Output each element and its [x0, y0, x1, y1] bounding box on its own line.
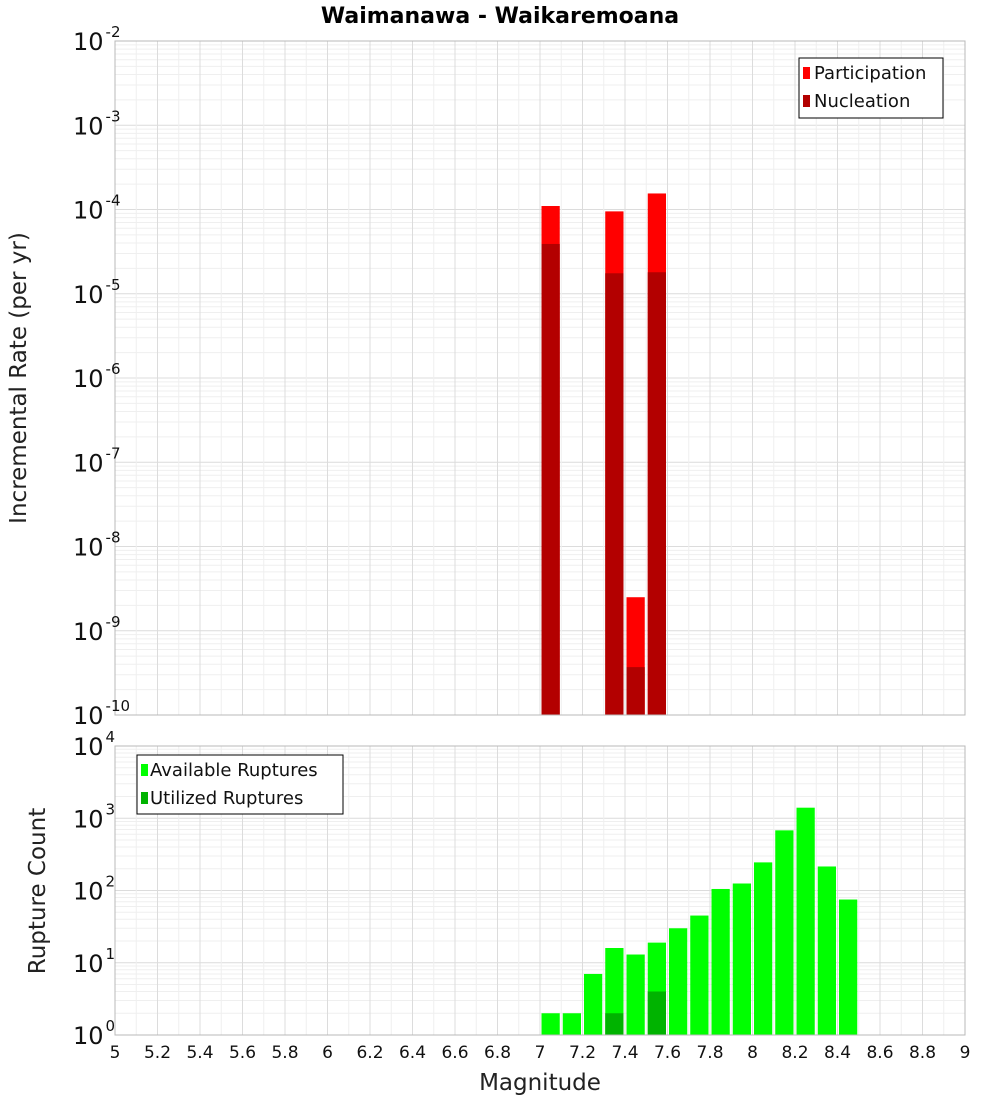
x-tick-label: 6.6 [441, 1043, 468, 1063]
x-tick-label: 5.8 [271, 1043, 298, 1063]
count-legend-box [136, 754, 344, 815]
utilized-ruptures-bar [605, 1013, 624, 1035]
x-tick-label: 5.6 [229, 1043, 256, 1063]
x-tick-label: 8.8 [909, 1043, 936, 1063]
count-legend: Available Ruptures Utilized Ruptures [136, 754, 344, 815]
rate-panel: 10-10 10-9 10-8 10-7 10-6 10-5 10-4 10-3 10-2 In… [6, 23, 966, 730]
x-tick-label: 7.6 [654, 1043, 681, 1063]
rate-grid [114, 41, 966, 716]
rate-y-tick-label: 10 -3 [73, 107, 121, 140]
available-ruptures-bar [626, 954, 645, 1035]
count-y-axis-title: Rupture Count [25, 808, 51, 974]
rate-bars [541, 193, 666, 716]
rate-y-tick-label: 10 -7 [73, 444, 121, 477]
available-ruptures-bar [690, 915, 709, 1035]
count-y-tick-label: 10 1 [73, 945, 115, 978]
x-axis-title: Magnitude [479, 1070, 601, 1096]
utilized-legend-swatch [141, 792, 148, 804]
rate-y-tick-label: 10 -9 [73, 613, 121, 646]
x-tick-label: 8.6 [866, 1043, 893, 1063]
nucleation-legend-swatch [803, 95, 810, 107]
rate-y-tick-label: 10 -8 [73, 529, 121, 562]
rate-plot-frame [114, 40, 966, 716]
x-tick-label: 6.8 [484, 1043, 511, 1063]
count-y-tick-label: 10 4 [73, 728, 115, 761]
participation-legend-label: Participation [814, 63, 926, 84]
rate-y-tick-label: 10 -6 [73, 360, 121, 393]
rate-legend-box [798, 57, 944, 119]
chart-title: Waimanawa - Waikaremoana [321, 4, 679, 29]
available-legend-label: Available Ruptures [150, 760, 318, 781]
count-bars [541, 807, 858, 1035]
available-ruptures-bar [754, 862, 773, 1035]
available-ruptures-bar [775, 830, 794, 1035]
rate-y-tick-label: 10 -2 [73, 23, 121, 56]
x-tick-label: 7.4 [611, 1043, 638, 1063]
count-grid [114, 746, 966, 1036]
available-ruptures-bar [817, 866, 836, 1035]
available-ruptures-bar [732, 883, 751, 1035]
rate-y-tick-label: 10 -5 [73, 276, 121, 309]
x-tick-label: 9 [960, 1043, 971, 1063]
count-y-tick-label: 10 0 [73, 1017, 115, 1050]
participation-legend-swatch [803, 67, 810, 79]
count-y-tick-label: 10 3 [73, 800, 115, 833]
x-tick-label: 8 [747, 1043, 758, 1063]
available-ruptures-bar [584, 973, 603, 1035]
available-legend-swatch [141, 764, 148, 776]
nucleation-bar [626, 667, 645, 715]
available-ruptures-bar [541, 1013, 560, 1035]
nucleation-bar [541, 243, 560, 715]
nucleation-legend-label: Nucleation [814, 91, 910, 112]
available-ruptures-bar [839, 899, 858, 1035]
x-tick-label: 8.2 [781, 1043, 808, 1063]
x-tick-label: 5.4 [186, 1043, 213, 1063]
x-tick-label: 7.8 [696, 1043, 723, 1063]
nucleation-bar [605, 273, 624, 715]
x-tick-label: 7.2 [569, 1043, 596, 1063]
count-y-tick-label: 10 2 [73, 873, 115, 906]
utilized-ruptures-bar [647, 991, 666, 1035]
x-tick-label: 6.2 [356, 1043, 383, 1063]
utilized-legend-label: Utilized Ruptures [150, 788, 303, 809]
x-tick-label: 6 [322, 1043, 333, 1063]
x-axis-ticks: 5 5.2 5.4 5.6 5.8 6 6.2 6.4 6.6 6.8 7 7.2 7.4 7.6 7.8 8… [110, 1043, 971, 1063]
nucleation-bar [647, 272, 666, 715]
x-tick-label: 8.4 [824, 1043, 851, 1063]
count-plot-frame [114, 745, 966, 1036]
x-tick-label: 7 [535, 1043, 546, 1063]
rate-y-tick-label: 10 -10 [73, 697, 130, 730]
x-tick-label: 6.4 [399, 1043, 426, 1063]
rate-y-ticks: 10-10 10-9 10-8 10-7 10-6 10-5 10-4 10-3 10-2 [73, 23, 130, 730]
rate-legend: Participation Nucleation [798, 57, 944, 119]
rate-y-axis-title: Incremental Rate (per yr) [6, 232, 32, 524]
available-ruptures-bar [711, 888, 730, 1035]
available-ruptures-bar [796, 807, 815, 1035]
rate-y-tick-label: 10 -4 [73, 192, 121, 225]
available-ruptures-bar [669, 928, 688, 1035]
available-ruptures-bar [562, 1013, 581, 1035]
x-tick-label: 5 [110, 1043, 121, 1063]
x-tick-label: 5.2 [144, 1043, 171, 1063]
